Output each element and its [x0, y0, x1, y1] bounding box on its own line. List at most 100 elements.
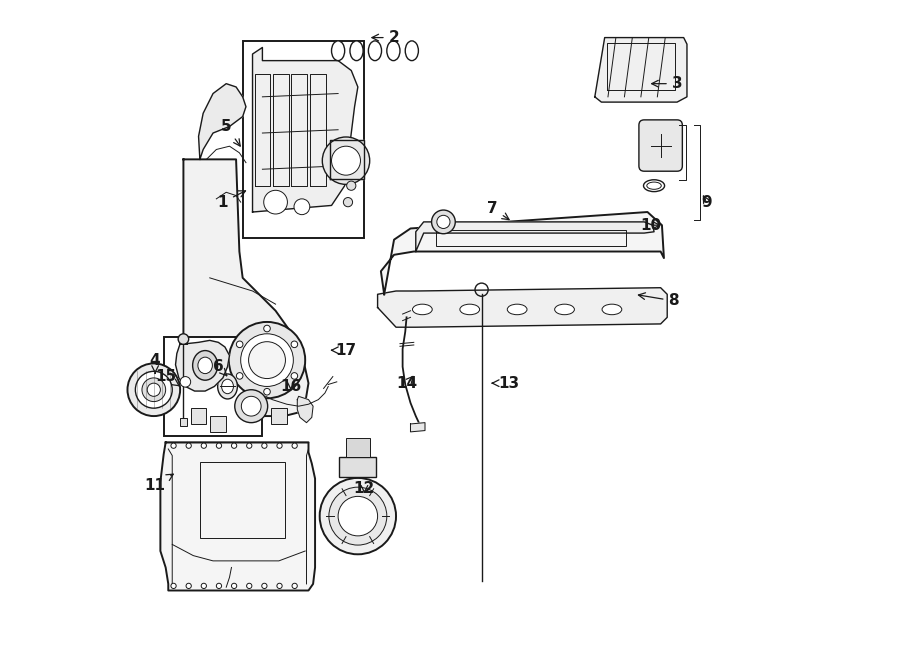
Text: 14: 14 — [397, 375, 418, 391]
Text: 9: 9 — [701, 194, 712, 210]
Text: 7: 7 — [488, 201, 509, 219]
Ellipse shape — [412, 304, 432, 315]
Circle shape — [142, 378, 166, 402]
Circle shape — [432, 210, 455, 234]
Text: 10: 10 — [640, 217, 662, 233]
Circle shape — [292, 443, 297, 448]
Bar — [164, 337, 263, 436]
Bar — [191, 408, 206, 424]
Text: 3: 3 — [652, 76, 682, 91]
Polygon shape — [176, 340, 230, 391]
Circle shape — [294, 199, 310, 215]
Circle shape — [436, 215, 450, 229]
Text: 8: 8 — [638, 293, 680, 309]
Circle shape — [235, 390, 267, 422]
Text: 15: 15 — [155, 369, 179, 386]
Ellipse shape — [350, 41, 363, 61]
Bar — [271, 408, 287, 424]
Circle shape — [237, 373, 243, 379]
Bar — [211, 416, 226, 432]
Text: 13: 13 — [492, 375, 520, 391]
Circle shape — [264, 389, 270, 395]
Circle shape — [331, 146, 361, 175]
Ellipse shape — [198, 357, 212, 373]
Circle shape — [216, 583, 221, 588]
Circle shape — [277, 583, 283, 588]
Polygon shape — [292, 74, 307, 186]
Text: 12: 12 — [354, 481, 375, 496]
Ellipse shape — [387, 41, 400, 61]
Circle shape — [291, 373, 298, 379]
Text: 4: 4 — [149, 352, 160, 373]
Bar — [339, 457, 376, 477]
Circle shape — [231, 443, 237, 448]
Circle shape — [128, 364, 180, 416]
Circle shape — [277, 443, 283, 448]
Ellipse shape — [368, 41, 382, 61]
Circle shape — [216, 443, 221, 448]
Polygon shape — [297, 397, 313, 422]
Circle shape — [171, 583, 176, 588]
Bar — [180, 418, 186, 426]
Circle shape — [262, 583, 267, 588]
Ellipse shape — [331, 41, 345, 61]
Polygon shape — [273, 74, 289, 186]
Bar — [346, 438, 370, 457]
Text: 6: 6 — [213, 359, 227, 375]
Circle shape — [291, 341, 298, 348]
Polygon shape — [416, 222, 654, 252]
Circle shape — [344, 198, 353, 207]
Polygon shape — [381, 212, 664, 294]
Circle shape — [148, 383, 160, 397]
FancyBboxPatch shape — [639, 120, 682, 171]
Circle shape — [338, 496, 378, 536]
Circle shape — [247, 583, 252, 588]
Text: 5: 5 — [220, 119, 240, 146]
Ellipse shape — [644, 180, 664, 192]
Text: 16: 16 — [280, 379, 302, 394]
Circle shape — [202, 583, 206, 588]
Polygon shape — [330, 139, 365, 179]
Bar — [436, 230, 626, 247]
Polygon shape — [310, 74, 326, 186]
Circle shape — [229, 322, 305, 399]
Circle shape — [264, 325, 270, 332]
Polygon shape — [160, 442, 315, 590]
Circle shape — [346, 181, 356, 190]
Polygon shape — [410, 422, 425, 432]
Ellipse shape — [193, 350, 218, 380]
Text: 2: 2 — [372, 30, 400, 45]
Circle shape — [178, 334, 189, 344]
Polygon shape — [199, 84, 246, 159]
Circle shape — [171, 443, 176, 448]
Circle shape — [292, 583, 297, 588]
Ellipse shape — [602, 304, 622, 315]
Circle shape — [231, 583, 237, 588]
Bar — [243, 41, 365, 239]
Circle shape — [247, 443, 252, 448]
Circle shape — [186, 443, 192, 448]
Ellipse shape — [221, 379, 233, 394]
Polygon shape — [253, 48, 358, 212]
Circle shape — [320, 478, 396, 555]
Polygon shape — [255, 74, 270, 186]
Text: 1: 1 — [218, 191, 246, 210]
Polygon shape — [378, 288, 667, 327]
Circle shape — [248, 342, 285, 379]
Bar — [200, 462, 285, 538]
Circle shape — [241, 397, 261, 416]
Circle shape — [186, 583, 192, 588]
Ellipse shape — [460, 304, 480, 315]
Ellipse shape — [405, 41, 418, 61]
Ellipse shape — [554, 304, 574, 315]
Circle shape — [202, 443, 206, 448]
Polygon shape — [184, 159, 309, 429]
Text: 17: 17 — [331, 343, 356, 358]
Ellipse shape — [508, 304, 527, 315]
Circle shape — [180, 377, 191, 387]
Circle shape — [264, 190, 287, 214]
Circle shape — [322, 137, 370, 184]
Circle shape — [262, 443, 267, 448]
Circle shape — [240, 334, 293, 387]
Text: 11: 11 — [145, 474, 174, 492]
